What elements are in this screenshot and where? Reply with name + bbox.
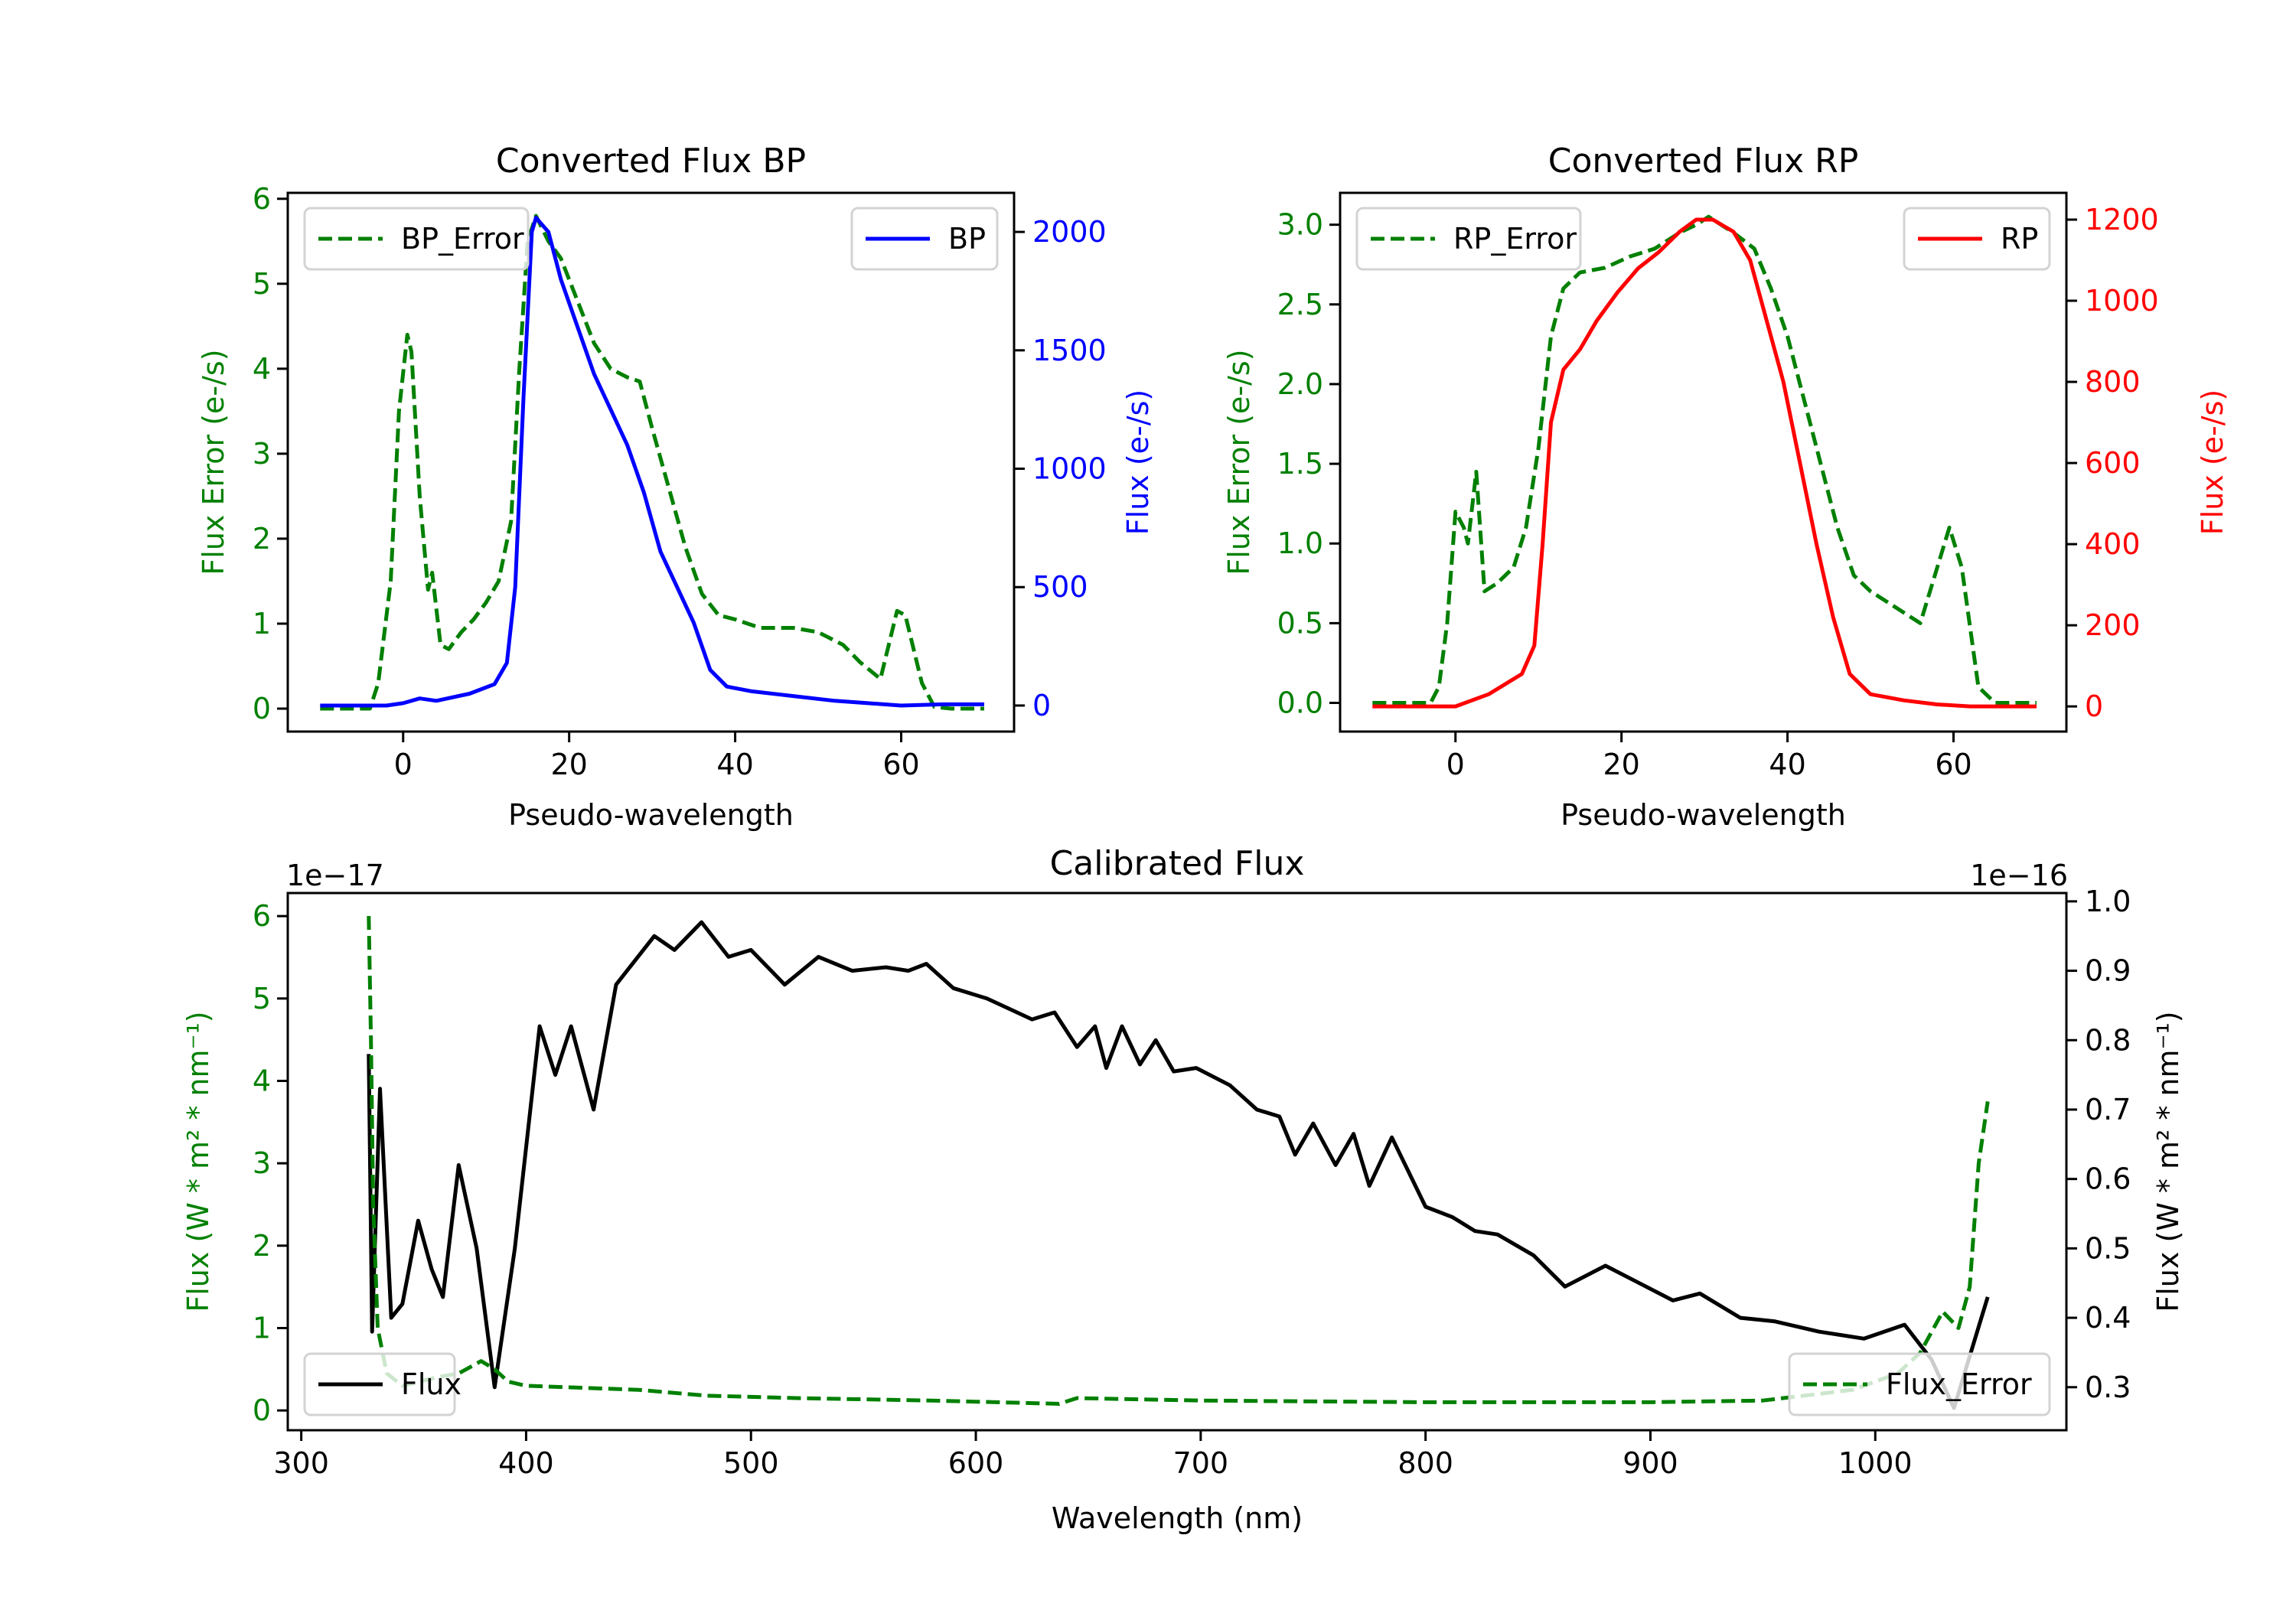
series-line-flux-error	[367, 916, 1990, 1406]
x-axis-label: Pseudo-wavelength	[1561, 798, 1846, 832]
y-right-tick-label: 0	[2085, 689, 2103, 723]
y-left-tick-label: 0	[253, 1393, 271, 1427]
y-left-tick-label: 2	[253, 522, 271, 556]
series-line-flux	[367, 920, 1990, 1410]
y-left-tick-label: 3	[253, 1146, 271, 1180]
y-right-tick-label: 400	[2085, 527, 2141, 561]
y-left-tick-label: 1.0	[1277, 526, 1323, 560]
y-left-tick-label: 2	[253, 1229, 271, 1263]
y-left-tick-label: 4	[253, 352, 271, 386]
x-tick-label: 60	[1935, 748, 1971, 781]
y-right-tick-label: 1500	[1032, 334, 1107, 367]
x-tick-label: 600	[948, 1446, 1004, 1480]
legend-rp-error: RP_Error	[1355, 207, 1582, 271]
y-left-tick-label: 2.0	[1277, 367, 1323, 401]
legend-box	[1788, 1352, 2051, 1416]
legend-bp-error: BP_Error	[303, 207, 530, 271]
y-left-tick-label: 5	[253, 982, 271, 1015]
legend-box	[1355, 207, 1582, 271]
y-left-tick-label: 1.5	[1277, 447, 1323, 481]
x-axis-label: Pseudo-wavelength	[508, 798, 794, 832]
legend-flux: Flux	[303, 1352, 461, 1416]
y-right-tick-label: 500	[1032, 570, 1088, 604]
x-tick-label: 20	[550, 748, 587, 781]
x-tick-label: 0	[394, 748, 413, 781]
axes-frame	[286, 191, 1016, 733]
y-right-tick-label: 600	[2085, 446, 2141, 480]
x-tick-label: 60	[882, 748, 919, 781]
y-left-tick-label: 3	[253, 437, 271, 471]
y-right-tick-label: 0.4	[2085, 1301, 2131, 1335]
y-left-tick-label: 3.0	[1277, 208, 1323, 242]
legend-rp: RP	[1903, 207, 2051, 271]
y-right-tick-label: 1000	[1032, 452, 1107, 486]
y-right-tick-label: 2000	[1032, 215, 1107, 249]
x-tick-label: 900	[1623, 1446, 1678, 1480]
y-right-offset-label: 1e−16	[1970, 859, 2068, 892]
y-right-tick-label: 0	[1032, 689, 1051, 722]
legend-flux-error: Flux_Error	[1788, 1352, 2051, 1416]
y-left-tick-label: 1	[253, 1311, 271, 1345]
legend-label: RP	[2001, 222, 2038, 256]
y-right-tick-label: 0.7	[2085, 1093, 2131, 1126]
y-left-tick-label: 6	[253, 899, 271, 933]
x-tick-label: 500	[723, 1446, 779, 1480]
y-right-tick-label: 200	[2085, 608, 2141, 642]
y-left-tick-label: 0.5	[1277, 606, 1323, 640]
y-right-tick-label: 1.0	[2085, 885, 2131, 918]
y-right-axis-label: Flux (e-/s)	[2196, 390, 2229, 535]
series-line-rp	[1372, 217, 2037, 709]
axes-frame	[1339, 191, 2068, 733]
y-right-tick-label: 0.8	[2085, 1023, 2131, 1057]
y-right-tick-label: 0.9	[2085, 954, 2131, 988]
y-left-axis-label: Flux Error (e-/s)	[1222, 349, 1256, 575]
legend-label: Flux	[401, 1367, 461, 1401]
x-tick-label: 400	[498, 1446, 554, 1480]
chart-rp: Converted Flux RP 0 20 40 60 0.0 0.5 1.0 1.5 2.0 2…	[1222, 142, 2229, 832]
y-right-tick-label: 1200	[2085, 203, 2159, 236]
x-tick-label: 1000	[1838, 1446, 1913, 1480]
x-tick-label: 40	[1769, 748, 1805, 781]
y-right-tick-label: 800	[2085, 365, 2141, 399]
y-left-tick-label: 1	[253, 607, 271, 641]
x-axis-label: Wavelength (nm)	[1052, 1501, 1303, 1535]
x-tick-label: 300	[273, 1446, 329, 1480]
legend-label: Flux_Error	[1886, 1367, 2032, 1401]
y-right-tick-label: 0.6	[2085, 1162, 2131, 1196]
series-line-bp-error	[320, 214, 984, 711]
chart-title: Calibrated Flux	[1050, 844, 1305, 883]
y-right-tick-label: 0.5	[2085, 1231, 2131, 1265]
axes-frame	[286, 892, 2068, 1432]
y-left-axis-label: Flux Error (e-/s)	[197, 349, 230, 575]
x-tick-label: 40	[716, 748, 753, 781]
x-tick-label: 800	[1397, 1446, 1453, 1480]
chart-title: Converted Flux BP	[496, 142, 806, 181]
chart-bp: Converted Flux BP0 20 40 600123456050010001…	[197, 142, 1155, 832]
legend-label: BP_Error	[401, 222, 524, 256]
y-left-tick-label: 5	[253, 267, 271, 301]
x-tick-label: 20	[1603, 748, 1639, 781]
x-tick-label: 700	[1173, 1446, 1229, 1480]
legend-box	[303, 207, 530, 271]
y-left-axis-label: Flux (W * m² * nm⁻¹)	[181, 1011, 215, 1312]
y-left-tick-label: 0	[253, 692, 271, 725]
series-line-bp	[320, 216, 984, 708]
y-right-tick-label: 0.3	[2085, 1371, 2131, 1404]
y-left-tick-label: 0.0	[1277, 686, 1323, 720]
x-tick-label: 0	[1446, 748, 1465, 781]
legend-label: BP	[948, 222, 986, 256]
y-right-tick-label: 1000	[2085, 284, 2159, 318]
legend-label: RP_Error	[1453, 222, 1577, 256]
y-left-offset-label: 1e−17	[286, 859, 384, 892]
series-line-rp-error	[1372, 214, 2037, 705]
chart-cal: Calibrated Flux 300 400 500 600 700 800 900 1000…	[181, 844, 2185, 1535]
y-left-tick-label: 2.5	[1277, 288, 1323, 321]
y-right-axis-label: Flux (e-/s)	[1121, 390, 1155, 535]
y-left-tick-label: 4	[253, 1064, 271, 1097]
legend-bp: BP	[850, 207, 999, 271]
y-left-tick-label: 6	[253, 182, 271, 216]
chart-title: Converted Flux RP	[1548, 142, 1859, 181]
y-right-axis-label: Flux (W * m² * nm⁻¹)	[2151, 1011, 2185, 1312]
